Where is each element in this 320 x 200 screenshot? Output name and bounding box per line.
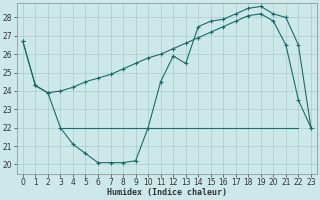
X-axis label: Humidex (Indice chaleur): Humidex (Indice chaleur): [107, 188, 227, 197]
